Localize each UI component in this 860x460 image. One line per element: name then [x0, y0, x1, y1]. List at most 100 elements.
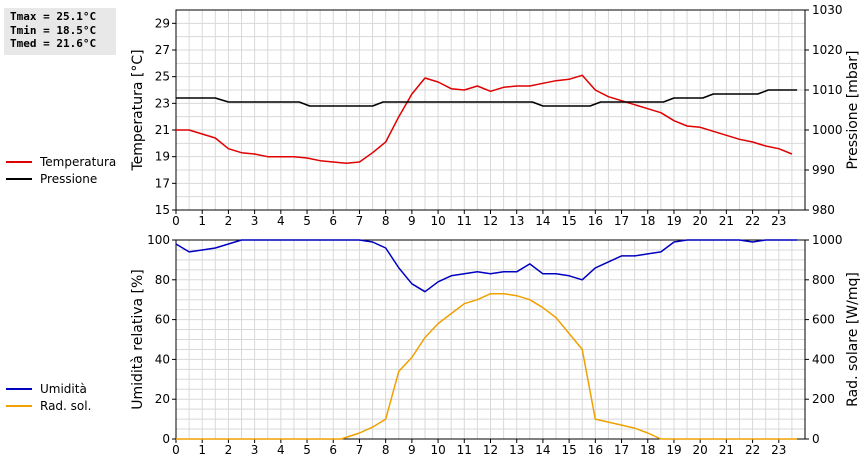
- top-x-tick-label: 21: [719, 214, 734, 228]
- bottom-x-tick-label: 8: [382, 443, 390, 457]
- bottom-x-tick-label: 19: [666, 443, 681, 457]
- legend-label-pressione: Pressione: [40, 171, 98, 186]
- bottom-x-tick-label: 21: [719, 443, 734, 457]
- top-x-tick-label: 12: [483, 214, 498, 228]
- top-x-tick-label: 23: [771, 214, 786, 228]
- bottom-x-tick-label: 17: [614, 443, 629, 457]
- bottom-x-tick-label: 9: [408, 443, 416, 457]
- legend-swatch-temperatura: [6, 160, 32, 163]
- top-y-tick-label: 23: [155, 96, 170, 110]
- legend-swatch-umidita: [6, 387, 32, 390]
- top-x-tick-label: 9: [408, 214, 416, 228]
- top-x-tick-label: 13: [509, 214, 524, 228]
- bottom-x-tick-label: 20: [693, 443, 708, 457]
- legend-top: Temperatura Pressione: [6, 153, 116, 187]
- bottom-y-tick-label: 100: [147, 233, 170, 247]
- bottom-x-tick-label: 5: [303, 443, 311, 457]
- top-x-tick-label: 8: [382, 214, 390, 228]
- legend-label-temperatura: Temperatura: [40, 154, 117, 169]
- top-y2-tick-label: 1010: [812, 83, 843, 97]
- top-x-tick-label: 22: [745, 214, 760, 228]
- legend-item-temperatura: Temperatura: [6, 153, 116, 170]
- bottom-y2-tick-label: 1000: [812, 233, 843, 247]
- top-y-tick-label: 25: [155, 70, 170, 84]
- bottom-x-tick-label: 15: [561, 443, 576, 457]
- top-x-tick-label: 17: [614, 214, 629, 228]
- bottom-x-tick-label: 13: [509, 443, 524, 457]
- top-chart: 0 1 2 3 4 5 6 7 8 9 10 11 12 13 14 15 16 17 18 19 20 21 22 2315…: [130, 3, 860, 228]
- legend-item-pressione: Pressione: [6, 170, 116, 187]
- bottom-ylabel: Umidità relativa [%]: [130, 269, 146, 410]
- bottom-x-tick-label: 4: [277, 443, 285, 457]
- bottom-x-tick-label: 12: [483, 443, 498, 457]
- top-y2-tick-label: 1020: [812, 43, 843, 57]
- bottom-y2-tick-label: 600: [812, 313, 835, 327]
- top-y2-tick-label: 1030: [812, 3, 843, 17]
- legend-swatch-pressione: [6, 177, 32, 180]
- series-umidit-line: [175, 239, 798, 293]
- bottom-x-tick-label: 16: [588, 443, 603, 457]
- top-x-tick-label: 19: [666, 214, 681, 228]
- bottom-x-tick-label: 10: [430, 443, 445, 457]
- top-x-tick-label: 10: [430, 214, 445, 228]
- top-ylabel: Temperatura [°C]: [130, 49, 146, 171]
- bottom-x-tick-label: 7: [356, 443, 364, 457]
- bottom-x-tick-label: 11: [457, 443, 472, 457]
- top-x-tick-label: 11: [457, 214, 472, 228]
- bottom-x-tick-label: 14: [535, 443, 550, 457]
- legend-swatch-radsol: [6, 404, 32, 407]
- bottom-y-tick-label: 80: [155, 273, 170, 287]
- top-y2-tick-label: 1000: [812, 123, 843, 137]
- bottom-y-tick-label: 20: [155, 392, 170, 406]
- bottom-x-tick-label: 2: [225, 443, 233, 457]
- top-x-tick-label: 14: [535, 214, 550, 228]
- bottom-y2-tick-label: 800: [812, 273, 835, 287]
- top-x-tick-label: 3: [251, 214, 259, 228]
- legend-bottom: Umidità Rad. sol.: [6, 380, 91, 414]
- bottom-y-tick-label: 60: [155, 313, 170, 327]
- legend-item-umidita: Umidità: [6, 380, 91, 397]
- legend-label-radsol: Rad. sol.: [40, 398, 92, 413]
- top-x-tick-label: 1: [198, 214, 206, 228]
- top-y-tick-label: 17: [155, 176, 170, 190]
- bottom-y-tick-label: 0: [162, 432, 170, 446]
- bottom-x-tick-label: 23: [771, 443, 786, 457]
- top-y-tick-label: 19: [155, 150, 170, 164]
- legend-label-umidita: Umidità: [40, 381, 87, 396]
- bottom-x-tick-label: 1: [198, 443, 206, 457]
- bottom-y-tick-label: 40: [155, 352, 170, 366]
- bottom-y2-tick-label: 0: [812, 432, 820, 446]
- legend-item-radsol: Rad. sol.: [6, 397, 91, 414]
- top-x-tick-label: 0: [172, 214, 180, 228]
- top-y-tick-label: 15: [155, 203, 170, 217]
- top-y-tick-label: 27: [155, 43, 170, 57]
- top-x-tick-label: 20: [693, 214, 708, 228]
- top-x-tick-label: 15: [561, 214, 576, 228]
- top-x-tick-label: 5: [303, 214, 311, 228]
- bottom-y2label: Rad. solare [W/mq]: [845, 272, 860, 407]
- top-x-tick-label: 18: [640, 214, 655, 228]
- bottom-y2-tick-label: 200: [812, 392, 835, 406]
- series-radsol-line: [176, 292, 798, 440]
- top-x-tick-label: 2: [225, 214, 233, 228]
- series-temperatura-line: [176, 74, 793, 165]
- tmax-text: Tmax = 25.1°C: [10, 10, 97, 23]
- top-x-tick-label: 6: [329, 214, 337, 228]
- tmin-text: Tmin = 18.5°C: [10, 23, 97, 37]
- top-y2-tick-label: 980: [812, 203, 835, 217]
- top-y-tick-label: 21: [155, 123, 170, 137]
- tmed-text: Tmed = 21.6°C: [10, 37, 97, 50]
- series-pressione-line: [176, 89, 798, 107]
- bottom-y2-tick-label: 400: [812, 352, 835, 366]
- bottom-x-tick-label: 22: [745, 443, 760, 457]
- top-y2-tick-label: 990: [812, 163, 835, 177]
- top-x-tick-label: 7: [356, 214, 364, 228]
- bottom-chart: 0 1 2 3 4 5 6 7 8 9 10 11 12 13 14 15 16 17 18 19 20 21 22 2302…: [130, 233, 860, 457]
- top-y2label: Pressione [mbar]: [845, 50, 860, 169]
- top-x-tick-label: 4: [277, 214, 285, 228]
- bottom-x-tick-label: 18: [640, 443, 655, 457]
- bottom-x-tick-label: 6: [329, 443, 337, 457]
- top-y-tick-label: 29: [155, 16, 170, 30]
- stats-box: Tmax = 25.1°C Tmin = 18.5°C Tmed = 21.6°…: [4, 8, 116, 55]
